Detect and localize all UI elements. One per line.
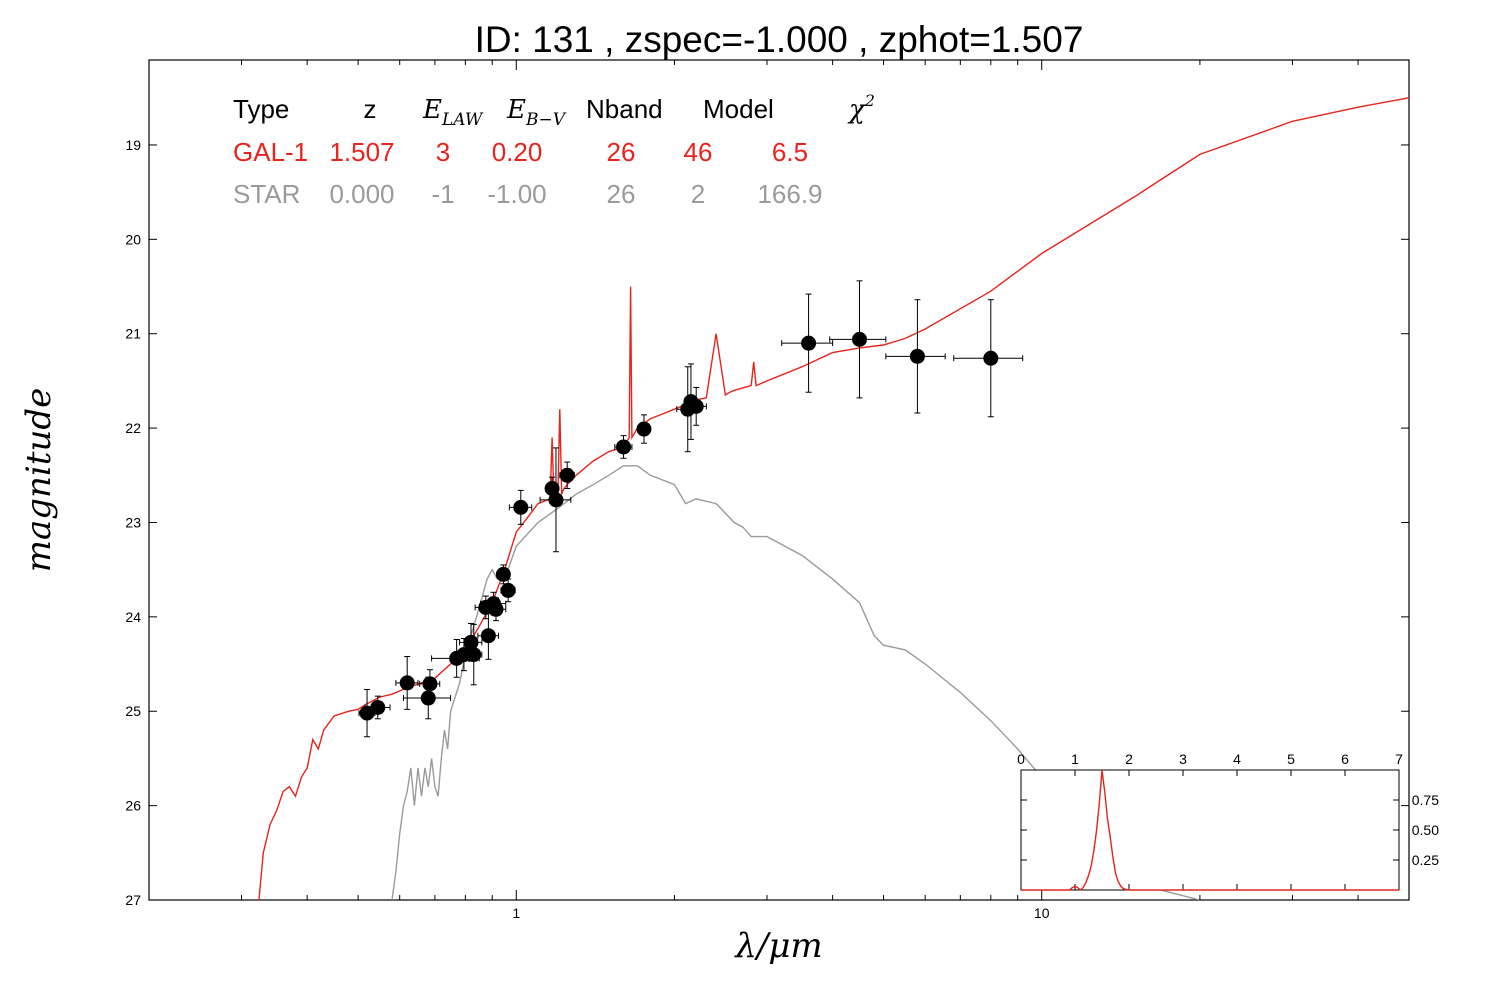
data-point-marker: [480, 628, 496, 644]
inset-x-tick-label: 3: [1179, 751, 1187, 767]
data-point: [485, 597, 507, 622]
data-point-marker: [422, 676, 438, 692]
data-point-marker: [909, 348, 925, 364]
inset-x-tick-label: 1: [1071, 751, 1079, 767]
inset-x-tick-label: 6: [1341, 751, 1349, 767]
data-point-marker: [488, 601, 504, 617]
y-tick-label: 23: [125, 514, 141, 530]
table-cell-star: -1: [431, 179, 454, 209]
inset-frame: [1020, 769, 1400, 891]
data-point-marker: [463, 634, 479, 650]
table-cell-star: 2: [691, 179, 705, 209]
data-point-marker: [500, 582, 516, 598]
table-cell-star: 26: [607, 179, 636, 209]
y-tick-label: 24: [125, 609, 141, 625]
data-point: [464, 623, 483, 686]
data-point-marker: [466, 647, 482, 663]
data-point: [508, 489, 533, 525]
table-cell-star: -1.00: [487, 179, 546, 209]
data-point: [459, 622, 483, 662]
data-point-marker: [688, 398, 704, 414]
data-point-marker: [983, 350, 999, 366]
series-line-gal-1: [258, 97, 1409, 900]
data-point: [636, 414, 652, 444]
inset-x-tick-label: 5: [1287, 751, 1295, 767]
y-tick-label: 21: [125, 326, 141, 342]
table-cell-gal-1: 1.507: [329, 137, 394, 167]
table-cell-star: STAR: [233, 179, 300, 209]
data-point-marker: [801, 335, 817, 351]
inset-y-tick-label: 0.75: [1412, 792, 1439, 808]
inset-x-tick-label: 7: [1395, 751, 1403, 767]
data-point: [885, 299, 946, 414]
table-cell-gal-1: 46: [684, 137, 713, 167]
x-tick-label: 1: [512, 905, 520, 921]
table-header-cell: Nband: [586, 94, 663, 124]
inset-x-tick-label: 4: [1233, 751, 1241, 767]
series-line-star: [391, 465, 1201, 900]
data-point: [781, 293, 834, 393]
data-point: [500, 578, 516, 603]
y-tick-label: 20: [125, 231, 141, 247]
data-point-marker: [616, 439, 632, 455]
y-tick-label: 19: [125, 137, 141, 153]
chart-title: ID: 131 , zspec=-1.000 , zphot=1.507: [475, 19, 1084, 60]
y-tick-label: 22: [125, 420, 141, 436]
data-point: [358, 689, 376, 738]
pdz-inset: 0 1 2 3 4 5 6 7 0.25 0.50 0.75: [1017, 751, 1439, 891]
data-point-marker: [559, 467, 575, 483]
y-tick-label: 26: [125, 798, 141, 814]
table-cell-star: 0.000: [329, 179, 394, 209]
data-point: [559, 461, 575, 489]
data-point-marker: [852, 331, 868, 347]
table-header-cell: χ2: [847, 91, 875, 125]
data-point-marker: [636, 421, 652, 437]
table-cell-gal-1: 26: [607, 137, 636, 167]
data-point: [539, 447, 572, 553]
table-header-cell: EB−V: [506, 95, 567, 130]
data-point: [829, 280, 887, 399]
table-cell-gal-1: 0.20: [492, 137, 543, 167]
data-point: [953, 299, 1024, 418]
data-point: [477, 611, 499, 660]
table-cell-gal-1: 6.5: [772, 137, 808, 167]
pdz-curve: [1021, 769, 1399, 891]
plot-content: [258, 97, 1409, 900]
data-point-marker: [399, 675, 415, 691]
data-point: [364, 695, 391, 720]
data-point-marker: [370, 699, 386, 715]
data-point: [614, 435, 633, 459]
inset-x-tick-label: 0: [1017, 751, 1025, 767]
y-tick-label: 27: [125, 892, 141, 908]
inset-x-tick-label: 2: [1125, 751, 1133, 767]
table-header-cell: ELAW: [422, 95, 484, 130]
data-point-marker: [495, 566, 511, 582]
table-cell-gal-1: 3: [436, 137, 450, 167]
data-point: [395, 655, 419, 710]
table-cell-gal-1: GAL-1: [233, 137, 308, 167]
data-point: [419, 669, 441, 699]
inset-y-tick-label: 0.50: [1412, 822, 1439, 838]
y-tick-label: 25: [125, 703, 141, 719]
data-point-marker: [513, 499, 529, 515]
y-axis-label: magnitude: [19, 388, 59, 573]
fit-result-table: Type z ELAW EB−V Nband Model χ2 GAL-1 1.507 3 0.20…: [233, 91, 875, 209]
inset-y-tick-label: 0.25: [1412, 852, 1439, 868]
data-point-marker: [548, 492, 564, 508]
data-point: [495, 564, 511, 585]
table-header-cell: Type: [233, 94, 289, 124]
table-header-cell: z: [364, 94, 377, 124]
x-axis-label: λ/μm: [733, 926, 822, 966]
plot-frame: [148, 59, 1410, 901]
table-cell-star: 166.9: [757, 179, 822, 209]
table-header-cell: Model: [703, 94, 774, 124]
x-tick-label: 10: [1034, 905, 1050, 921]
data-point: [685, 387, 707, 426]
